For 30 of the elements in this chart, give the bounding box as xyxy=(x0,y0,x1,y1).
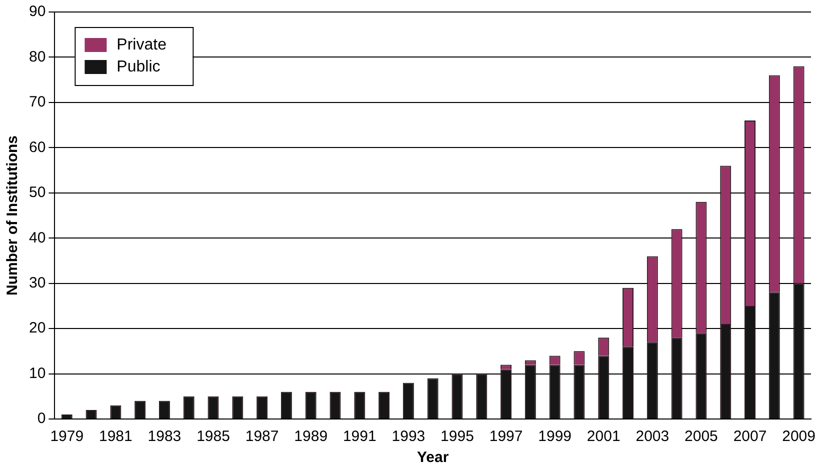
legend-label: Public xyxy=(116,58,160,76)
x-tick-label: 1979 xyxy=(50,428,84,446)
x-tick-label: 1993 xyxy=(392,428,426,446)
y-tick-label: 60 xyxy=(28,138,46,156)
legend-label: Private xyxy=(116,36,167,54)
x-tick-label: 1999 xyxy=(538,428,572,446)
x-tick-label: 2007 xyxy=(733,428,767,446)
x-tick-label: 1989 xyxy=(294,428,328,446)
x-tick-label: 1991 xyxy=(342,428,376,446)
x-tick-label: 1985 xyxy=(196,428,230,446)
y-tick-label: 40 xyxy=(28,229,46,246)
x-tick-label: 2009 xyxy=(782,428,816,446)
x-tick-label: 2005 xyxy=(684,428,718,446)
x-tick-label: 2003 xyxy=(636,428,670,446)
y-tick-label: 90 xyxy=(28,3,46,20)
x-tick-label: 1997 xyxy=(489,428,523,446)
y-tick-label: 50 xyxy=(28,184,46,202)
y-tick-label: 80 xyxy=(28,48,46,66)
y-tick-label: 30 xyxy=(28,274,46,292)
y-tick-label: 0 xyxy=(37,410,46,428)
y-tick-label: 10 xyxy=(28,364,46,382)
x-tick-label: 1995 xyxy=(440,428,474,446)
y-tick-label: 20 xyxy=(28,320,46,337)
x-tick-label: 1983 xyxy=(148,428,182,446)
x-tick-label: 1981 xyxy=(98,428,132,446)
x-tick-label: 2001 xyxy=(586,428,620,446)
y-axis-title: Number of Institutions xyxy=(4,136,22,296)
x-axis-title: Year xyxy=(416,449,449,466)
x-tick-label: 1987 xyxy=(245,428,279,446)
y-tick-label: 70 xyxy=(28,94,46,111)
